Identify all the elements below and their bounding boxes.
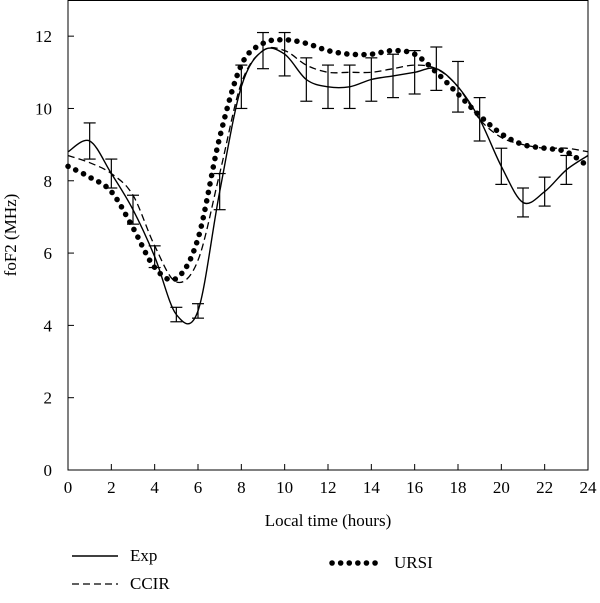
error-bar	[192, 303, 204, 319]
x-tick-label: 18	[450, 478, 467, 497]
error-bar	[517, 187, 529, 218]
y-tick-label: 4	[44, 316, 53, 335]
x-tick-label: 12	[320, 478, 337, 497]
error-bar	[148, 245, 161, 269]
legend-item-ursi: URSI	[329, 553, 433, 572]
legend-item-exp: Exp	[72, 546, 157, 565]
legend-label: URSI	[394, 553, 433, 572]
error-bar	[538, 176, 551, 207]
x-axis-ticks: 0 2 4 6 8 10 12 14 16 18 20 22 24	[64, 464, 597, 497]
x-tick-label: 16	[406, 478, 423, 497]
error-bar	[235, 64, 248, 110]
error-bar	[257, 31, 269, 70]
legend-label: Exp	[130, 546, 157, 565]
error-bar	[213, 172, 226, 211]
x-tick-label: 8	[237, 478, 246, 497]
error-bars	[83, 31, 573, 323]
error-bar	[300, 57, 313, 102]
error-bar	[430, 46, 443, 91]
error-bar	[365, 57, 378, 102]
x-axis-label: Local time (hours)	[265, 511, 392, 530]
y-tick-label: 2	[44, 389, 53, 408]
x-tick-label: 22	[536, 478, 553, 497]
x-tick-label: 14	[363, 478, 381, 497]
error-bar	[105, 158, 118, 189]
error-bar	[322, 64, 334, 110]
error-bar	[473, 97, 486, 142]
error-bar	[495, 147, 508, 185]
legend-item-ccir: CCIR	[72, 574, 170, 593]
error-bar	[127, 194, 139, 225]
error-bar	[452, 60, 464, 113]
error-bar	[278, 31, 291, 77]
y-axis-label: foF2 (MHz)	[1, 194, 20, 277]
x-tick-label: 6	[194, 478, 203, 497]
x-tick-label: 24	[580, 478, 598, 497]
y-tick-label: 10	[35, 99, 52, 118]
y-tick-label: 8	[44, 172, 53, 191]
legend-label: CCIR	[130, 574, 170, 593]
error-bar	[343, 64, 356, 110]
y-tick-label: 0	[44, 461, 53, 480]
legend: Exp CCIR URSI	[72, 546, 433, 593]
error-bar	[408, 50, 421, 95]
x-tick-label: 0	[64, 478, 73, 497]
error-bar	[170, 306, 183, 323]
x-tick-label: 2	[107, 478, 116, 497]
x-tick-label: 10	[276, 478, 293, 497]
x-tick-label: 4	[150, 478, 159, 497]
error-bar	[387, 53, 399, 99]
error-bar	[560, 154, 573, 185]
error-bar	[83, 122, 96, 160]
y-axis-ticks: 0 2 4 6 8 10 12	[35, 27, 74, 480]
x-tick-label: 20	[493, 478, 510, 497]
y-tick-label: 12	[35, 27, 52, 46]
y-tick-label: 6	[44, 244, 53, 263]
